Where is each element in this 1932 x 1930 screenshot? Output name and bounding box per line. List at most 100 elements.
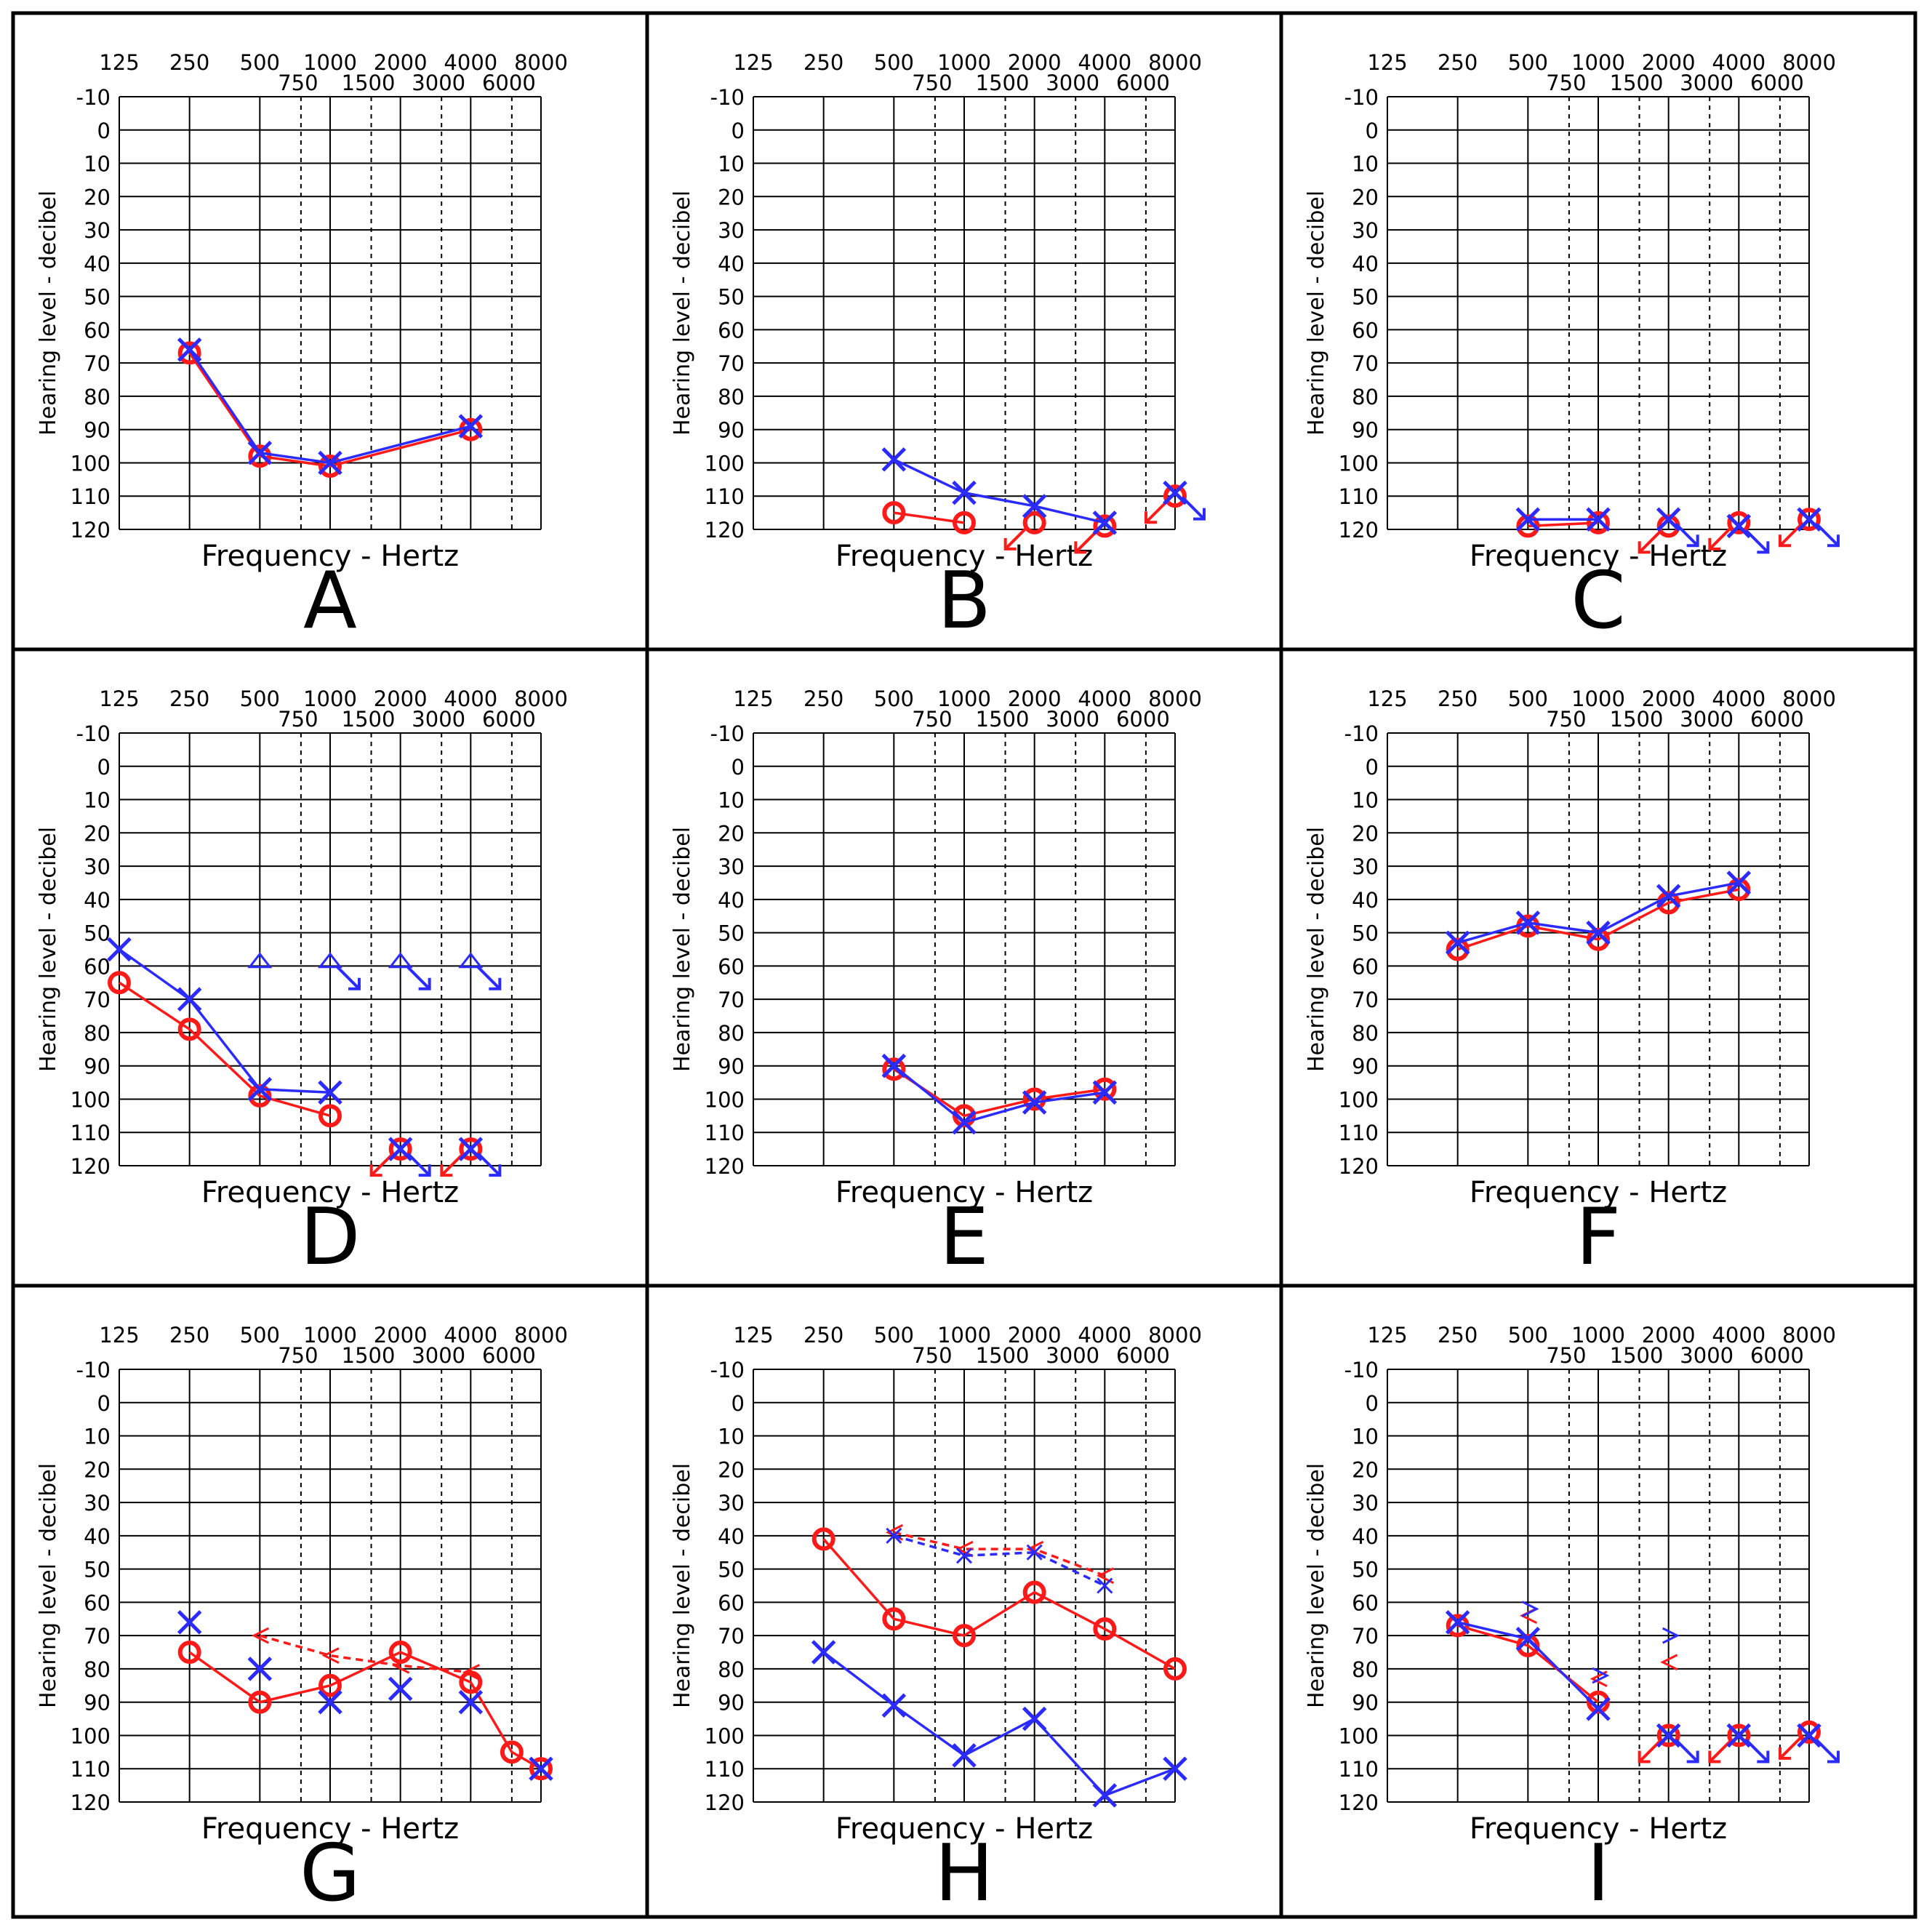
y-tick-label: 60 [84, 954, 111, 979]
x-tick-label: 4000 [1712, 686, 1765, 711]
data-point-circle [953, 510, 976, 534]
y-tick-label: 50 [718, 1558, 745, 1582]
audiogram-panel-G: -10 0 10 20 30 40 50 60 70 80 90 100 110 120 125 250 500… [36, 1323, 568, 1919]
y-tick-label: 0 [731, 119, 745, 143]
data-point-x [1097, 1577, 1113, 1594]
data-point-circle [1797, 1720, 1821, 1744]
data-point-circle [108, 971, 131, 995]
y-tick-label: 20 [718, 185, 745, 209]
y-axis-label: Hearing level - decibel [670, 191, 695, 436]
data-point-bone-right [1026, 1540, 1044, 1558]
data-point-triangle [458, 952, 484, 969]
y-tick-label: 0 [1366, 755, 1379, 780]
data-point-x [1092, 510, 1118, 535]
y-axis-label: Hearing level - decibel [36, 191, 61, 436]
y-tick-label: 10 [84, 1425, 111, 1449]
y-tick-label: 70 [84, 351, 111, 376]
y-tick-label: 100 [1339, 451, 1379, 476]
x-tick-label: 125 [99, 50, 139, 75]
no-response-arrow-head [418, 977, 431, 990]
x-tick-label-intermediate: 6000 [1750, 707, 1804, 732]
audiogram-panel-H: -10 0 10 20 30 40 50 60 70 80 90 100 110 120 125 250 500… [670, 1323, 1202, 1919]
y-axis-label: Hearing level - decibel [1304, 827, 1329, 1072]
y-tick-label: 90 [718, 418, 745, 443]
data-point-circle [1587, 1690, 1610, 1714]
y-axis-label: Hearing level - decibel [670, 827, 695, 1072]
y-tick-label: -10 [1344, 85, 1379, 110]
x-tick-label-intermediate: 1500 [976, 71, 1030, 95]
series-line [188, 352, 471, 468]
x-axis-label: Frequency - Hertz [201, 1176, 459, 1209]
y-tick-label: 10 [718, 1425, 745, 1449]
y-tick-label: 120 [1339, 1154, 1379, 1179]
y-tick-label: 120 [705, 518, 745, 542]
no-response-arrow-head [1827, 1750, 1840, 1763]
x-tick-label: 1000 [303, 1323, 357, 1348]
y-tick-label: 100 [1339, 1087, 1379, 1112]
data-point-bone-left [1662, 1627, 1680, 1644]
data-point-circle [318, 1673, 342, 1697]
panel-letter: E [939, 1192, 989, 1283]
y-tick-label: 80 [1352, 1657, 1379, 1682]
series-line [188, 348, 471, 465]
y-tick-label: 20 [1352, 1457, 1379, 1482]
no-response-arrow-head [1757, 1750, 1770, 1763]
x-tick-label: 4000 [1712, 1323, 1765, 1348]
no-response-arrow-head [1003, 537, 1017, 550]
data-point-x [1022, 1706, 1047, 1731]
x-tick-label: 4000 [444, 686, 497, 711]
series-line [893, 1068, 1105, 1118]
no-response-arrow-head [418, 1164, 431, 1177]
data-point-bone-right [251, 1627, 270, 1644]
x-tick-label: 250 [803, 50, 843, 75]
x-tick-label: 250 [803, 686, 843, 711]
series-line [119, 981, 331, 1118]
no-response-arrow [1638, 1739, 1663, 1763]
data-point-circle [1587, 927, 1610, 951]
x-tick-label-intermediate: 750 [1546, 1343, 1586, 1368]
y-tick-label: 120 [71, 1790, 111, 1815]
audiogram-panel-D: -10 0 10 20 30 40 50 60 70 80 90 100 110 120 125 250 500… [36, 686, 568, 1283]
y-tick-label: -10 [76, 721, 111, 746]
data-point-circle [1446, 937, 1470, 961]
y-tick-label: 40 [84, 888, 111, 913]
data-point-circle [1656, 1723, 1680, 1747]
y-tick-label: -10 [710, 721, 745, 746]
x-tick-label-intermediate: 3000 [1046, 1343, 1099, 1368]
x-axis-label: Frequency - Hertz [1470, 1812, 1727, 1846]
y-tick-label: 40 [1352, 252, 1379, 276]
data-point-circle [1163, 1657, 1187, 1681]
y-tick-label: 90 [718, 1054, 745, 1079]
data-point-circle [1797, 508, 1821, 532]
data-point-x [1726, 1723, 1752, 1748]
no-response-arrow [1675, 1739, 1699, 1763]
y-tick-label: 80 [84, 1657, 111, 1682]
y-tick-label: 0 [97, 119, 111, 143]
y-tick-label: 80 [718, 1657, 745, 1682]
data-point-circle [1727, 1723, 1751, 1747]
y-tick-label: 120 [705, 1790, 745, 1815]
figure-border [11, 11, 1917, 1919]
x-tick-label: 2000 [1008, 1323, 1062, 1348]
x-tick-label: 125 [1367, 50, 1407, 75]
x-axis-label: Frequency - Hertz [1470, 1176, 1727, 1209]
x-tick-label: 500 [874, 686, 914, 711]
y-tick-label: 120 [71, 518, 111, 542]
x-tick-label: 2000 [374, 50, 428, 75]
data-point-circle [882, 1607, 906, 1631]
data-point-circle [1093, 1077, 1117, 1101]
y-axis-label: Hearing level - decibel [36, 1463, 61, 1708]
y-tick-label: 100 [71, 1723, 111, 1748]
x-tick-label-intermediate: 1500 [1610, 71, 1664, 95]
series-layer [881, 1053, 1118, 1135]
x-tick-label: 125 [733, 686, 773, 711]
y-tick-label: 60 [1352, 318, 1379, 343]
x-tick-label: 2000 [374, 1323, 428, 1348]
x-tick-label-intermediate: 1500 [1610, 1343, 1664, 1368]
y-tick-label: 100 [705, 1087, 745, 1112]
y-tick-label: 110 [71, 1121, 111, 1145]
data-point-circle [459, 1137, 483, 1161]
y-tick-label: 40 [718, 888, 745, 913]
y-axis-label: Hearing level - decibel [36, 827, 61, 1072]
no-response-arrow [336, 966, 361, 990]
